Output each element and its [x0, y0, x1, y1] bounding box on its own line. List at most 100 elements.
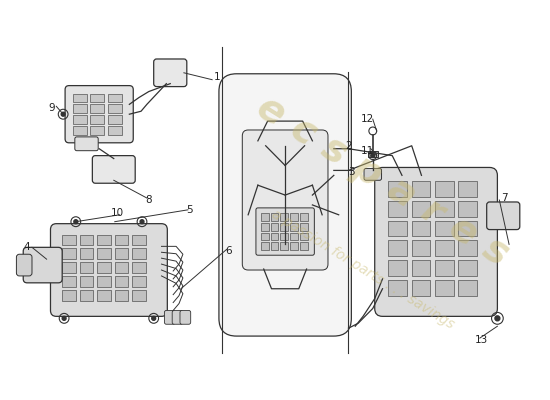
- FancyBboxPatch shape: [23, 247, 62, 283]
- Bar: [62, 248, 76, 259]
- FancyBboxPatch shape: [364, 168, 382, 180]
- Circle shape: [495, 316, 500, 321]
- FancyBboxPatch shape: [243, 130, 328, 270]
- Bar: [73, 126, 86, 135]
- Bar: [108, 126, 122, 135]
- Bar: [97, 276, 111, 287]
- Bar: [412, 260, 430, 276]
- Bar: [290, 242, 298, 250]
- Text: 6: 6: [226, 246, 232, 256]
- FancyBboxPatch shape: [75, 137, 98, 151]
- Bar: [412, 201, 430, 217]
- Circle shape: [62, 316, 66, 320]
- Bar: [459, 221, 477, 236]
- FancyBboxPatch shape: [164, 310, 175, 324]
- Bar: [73, 115, 86, 124]
- Bar: [459, 240, 477, 256]
- Bar: [412, 221, 430, 236]
- Circle shape: [74, 220, 78, 224]
- Bar: [280, 232, 288, 240]
- Bar: [108, 104, 122, 113]
- Bar: [97, 234, 111, 245]
- Bar: [435, 280, 454, 296]
- Bar: [300, 213, 307, 221]
- Bar: [300, 223, 307, 230]
- Text: 7: 7: [501, 193, 508, 203]
- Bar: [133, 262, 146, 273]
- Circle shape: [61, 112, 65, 116]
- Bar: [62, 262, 76, 273]
- Bar: [271, 213, 278, 221]
- Bar: [435, 240, 454, 256]
- FancyBboxPatch shape: [375, 168, 497, 316]
- Bar: [290, 223, 298, 230]
- Text: 9: 9: [48, 103, 55, 113]
- Bar: [80, 262, 94, 273]
- Bar: [459, 201, 477, 217]
- Bar: [412, 280, 430, 296]
- Text: 8: 8: [146, 195, 152, 205]
- FancyBboxPatch shape: [172, 310, 183, 324]
- Bar: [435, 221, 454, 236]
- Bar: [90, 104, 104, 113]
- Bar: [271, 232, 278, 240]
- Bar: [80, 290, 94, 300]
- Text: 12: 12: [361, 114, 375, 124]
- Bar: [115, 262, 128, 273]
- Bar: [261, 223, 268, 230]
- Circle shape: [152, 316, 156, 320]
- Bar: [133, 248, 146, 259]
- Text: 3: 3: [348, 167, 355, 177]
- Bar: [388, 280, 407, 296]
- Bar: [459, 181, 477, 197]
- Text: e c s p a r e s: e c s p a r e s: [250, 87, 515, 273]
- FancyBboxPatch shape: [92, 156, 135, 183]
- Bar: [133, 290, 146, 300]
- Bar: [62, 234, 76, 245]
- Bar: [280, 242, 288, 250]
- Bar: [435, 181, 454, 197]
- FancyBboxPatch shape: [51, 224, 167, 316]
- Bar: [90, 115, 104, 124]
- Bar: [80, 234, 94, 245]
- Bar: [133, 234, 146, 245]
- Bar: [290, 232, 298, 240]
- Bar: [261, 213, 268, 221]
- Bar: [412, 240, 430, 256]
- Bar: [73, 104, 86, 113]
- Bar: [459, 280, 477, 296]
- FancyBboxPatch shape: [256, 208, 315, 255]
- Text: 11: 11: [361, 146, 375, 156]
- Bar: [108, 94, 122, 102]
- Bar: [290, 213, 298, 221]
- Bar: [97, 248, 111, 259]
- Bar: [133, 276, 146, 287]
- FancyBboxPatch shape: [487, 202, 520, 230]
- Bar: [412, 181, 430, 197]
- Bar: [97, 290, 111, 300]
- FancyBboxPatch shape: [65, 86, 133, 143]
- Bar: [459, 260, 477, 276]
- Bar: [73, 94, 86, 102]
- Bar: [62, 276, 76, 287]
- Bar: [261, 232, 268, 240]
- Bar: [80, 248, 94, 259]
- Bar: [115, 276, 128, 287]
- Bar: [388, 240, 407, 256]
- Bar: [368, 151, 378, 157]
- Bar: [90, 94, 104, 102]
- Text: 10: 10: [111, 208, 124, 218]
- FancyBboxPatch shape: [153, 59, 187, 86]
- FancyBboxPatch shape: [16, 254, 32, 276]
- Bar: [90, 126, 104, 135]
- Bar: [80, 276, 94, 287]
- Text: 4: 4: [24, 242, 30, 252]
- Circle shape: [371, 154, 375, 158]
- Bar: [108, 115, 122, 124]
- Bar: [280, 223, 288, 230]
- Bar: [115, 248, 128, 259]
- Circle shape: [140, 220, 144, 224]
- Bar: [261, 242, 268, 250]
- Bar: [388, 221, 407, 236]
- Bar: [388, 181, 407, 197]
